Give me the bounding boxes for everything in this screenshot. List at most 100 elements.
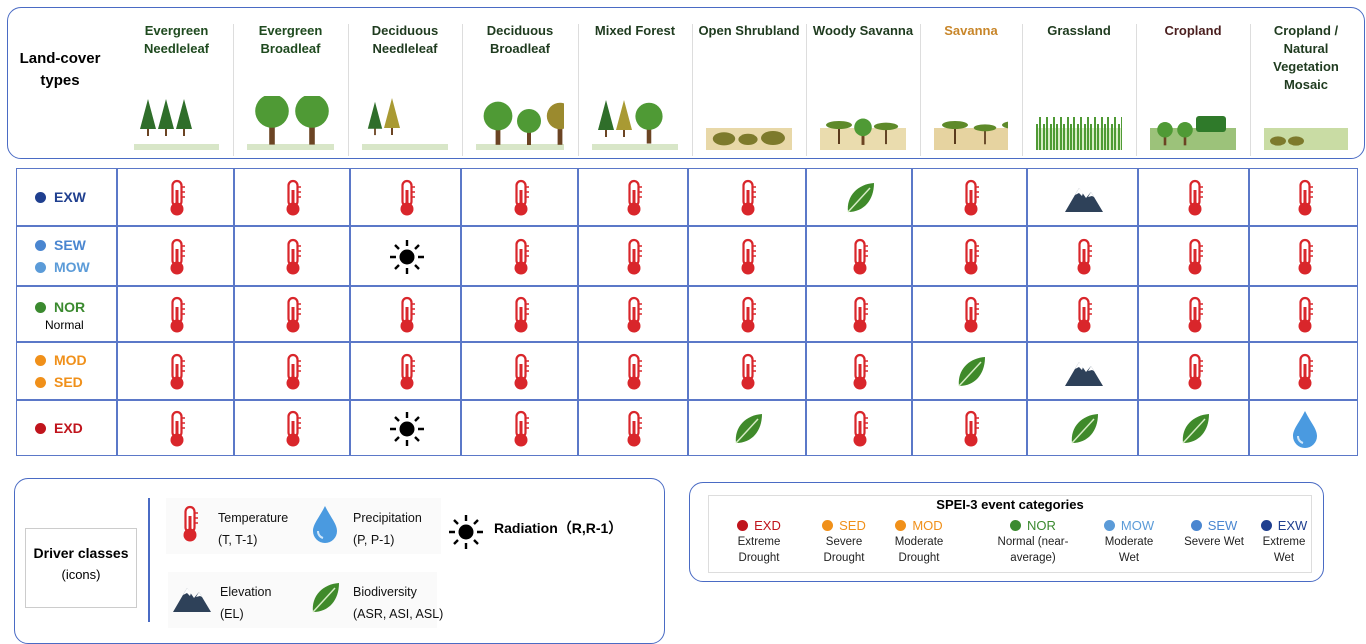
spei-label: Moderate Drought	[894, 536, 944, 564]
icon	[546, 102, 564, 145]
tractor	[1196, 116, 1226, 132]
cell	[1138, 400, 1249, 456]
icon	[158, 99, 174, 136]
spei-code: MOW	[1120, 518, 1155, 533]
grass-blade	[1087, 117, 1089, 150]
grass-blade	[1114, 117, 1117, 150]
grass-blade	[1042, 124, 1045, 150]
column-divider	[462, 24, 463, 156]
cell	[461, 400, 578, 456]
spei-code: MOD	[912, 518, 943, 533]
row-label: SEW MOW	[16, 226, 117, 286]
icon	[168, 296, 186, 334]
legend-detail: (ASR, ASI, ASL)	[353, 607, 444, 621]
icon	[626, 410, 644, 448]
icon	[285, 179, 303, 217]
grass-blade	[1066, 117, 1069, 150]
column-divider	[1022, 24, 1023, 156]
cell	[688, 226, 806, 286]
cell	[1027, 400, 1138, 456]
cell	[1027, 168, 1138, 226]
column-scene	[706, 96, 792, 150]
spei-code: SEW	[1207, 518, 1238, 533]
legend-item: Radiation（R,R-1）	[494, 518, 622, 538]
row-label: EXD	[16, 400, 117, 456]
spei-label: Moderate Wet	[1104, 536, 1154, 564]
icon	[1186, 296, 1204, 334]
icon	[1291, 410, 1318, 449]
icon	[1177, 121, 1193, 146]
ground	[934, 128, 1008, 150]
cell	[1138, 342, 1249, 400]
cell	[806, 168, 912, 226]
column-scene	[1264, 96, 1348, 150]
category-dot	[35, 192, 46, 203]
icon	[973, 124, 997, 145]
grass-blade	[1097, 124, 1100, 150]
spei-code-line: MOW	[1090, 518, 1168, 534]
row-code: NOR	[35, 296, 85, 318]
column-scene	[934, 96, 1008, 150]
grass-blade	[1121, 117, 1122, 150]
icon	[384, 98, 400, 135]
row-code-text: SEW	[54, 237, 86, 253]
icon	[957, 356, 986, 387]
spei-code-line: NOR	[983, 518, 1083, 534]
icon	[285, 296, 303, 334]
icon	[512, 410, 530, 448]
column-divider	[1250, 24, 1251, 156]
icon	[873, 122, 899, 145]
ground	[592, 144, 678, 150]
grass-blade	[1053, 117, 1055, 150]
icon	[1288, 136, 1304, 146]
grass-blade	[1076, 124, 1079, 150]
column-label: Deciduous Needleleaf	[371, 23, 439, 56]
spei-label: Extreme Wet	[1262, 536, 1306, 564]
icon	[1296, 353, 1314, 391]
spei-legend-box	[689, 482, 1324, 582]
category-dot	[822, 520, 834, 531]
cell	[578, 168, 688, 226]
column-divider	[578, 24, 579, 156]
spei-code: NOR	[1027, 518, 1056, 533]
icon	[285, 410, 303, 448]
cell	[350, 226, 461, 286]
row-label: NOR Normal	[16, 286, 117, 342]
icon	[398, 353, 416, 391]
row-note: Normal	[45, 318, 84, 332]
icon	[1186, 353, 1204, 391]
cell	[1027, 286, 1138, 342]
cell	[912, 226, 1027, 286]
icon	[740, 353, 758, 391]
icon	[1075, 238, 1093, 276]
grass-blade	[1036, 124, 1038, 150]
row-code: MOD	[35, 349, 87, 371]
cell	[117, 342, 234, 400]
icon	[388, 410, 425, 448]
icon	[740, 179, 758, 217]
icon	[852, 296, 870, 334]
driver-legend-subtitle: (icons)	[61, 567, 101, 582]
grass-blade	[1059, 117, 1062, 150]
spei-code: EXD	[754, 518, 781, 533]
grass-blade	[1107, 117, 1110, 150]
cell	[912, 342, 1027, 400]
category-dot	[1260, 520, 1272, 531]
spei-label: Severe Drought	[823, 536, 865, 564]
cell	[806, 286, 912, 342]
spei-code-line: MOD	[880, 518, 958, 534]
ground	[134, 144, 219, 150]
column-scene	[1036, 96, 1122, 150]
icon	[447, 513, 485, 551]
cell	[234, 400, 350, 456]
icon	[712, 132, 736, 146]
cell	[688, 286, 806, 342]
header-title: Land-cover types	[19, 50, 101, 89]
column-scene	[476, 96, 564, 150]
cell	[117, 226, 234, 286]
row-code: SEW	[35, 234, 86, 256]
spei-item: SEW Severe Wet	[1175, 518, 1253, 550]
row-code-text: MOD	[54, 352, 87, 368]
icon	[1157, 121, 1173, 146]
icon	[635, 102, 663, 144]
